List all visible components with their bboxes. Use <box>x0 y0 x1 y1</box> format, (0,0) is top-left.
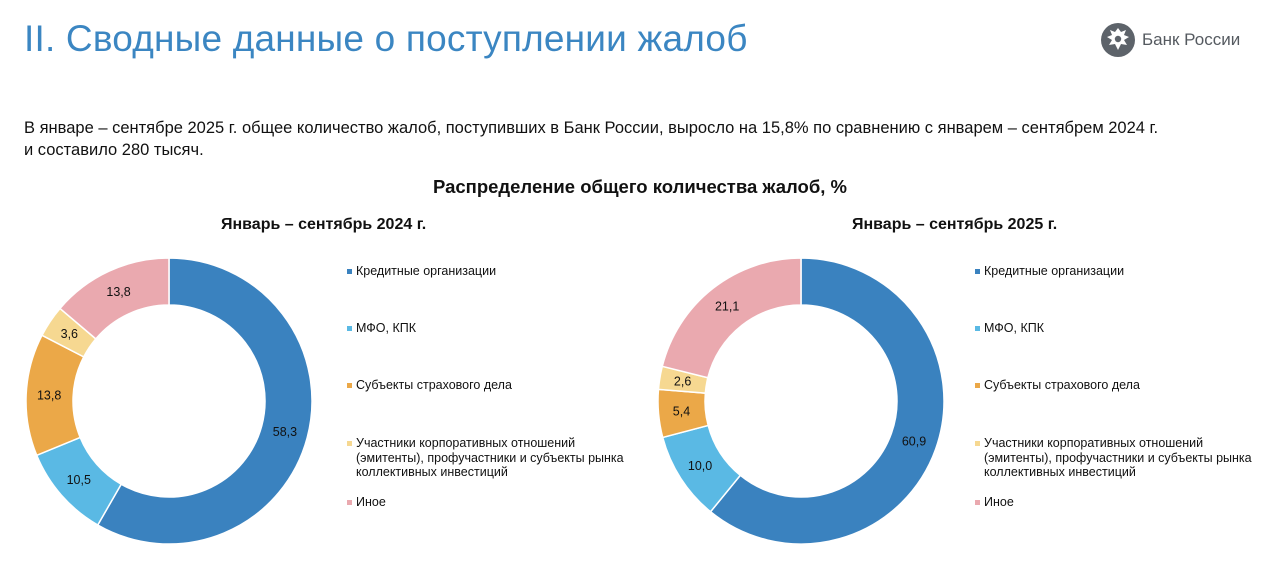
legend-label: МФО, КПК <box>356 321 416 336</box>
legend-label-line: Участники корпоративных отношений <box>984 436 1204 450</box>
legend-swatch-other <box>347 500 352 505</box>
legend-item-insurance: Субъекты страхового дела <box>975 378 1140 393</box>
legend-swatch-credit <box>975 269 980 274</box>
slice-label-credit: 58,3 <box>273 425 297 439</box>
legend-label-line: МФО, КПК <box>356 321 416 335</box>
legend-item-corporate: Участники корпоративных отношений (эмитен… <box>975 436 1252 480</box>
legend-swatch-credit <box>347 269 352 274</box>
slice-label-corporate: 3,6 <box>61 327 78 341</box>
chart-2025-subtitle: Январь – сентябрь 2025 г. <box>852 216 1058 233</box>
chart-2024-subtitle: Январь – сентябрь 2024 г. <box>221 216 427 233</box>
legend-label-line: Иное <box>356 495 386 509</box>
legend-label-line: коллективных инвестиций <box>984 465 1136 479</box>
legend-label-line: МФО, КПК <box>984 321 1044 335</box>
summary-line-2: и составило 280 тысяч. <box>24 141 204 159</box>
legend-label-line: Кредитные организации <box>356 264 497 278</box>
legend-label: Участники корпоративных отношений (эмитен… <box>356 436 624 480</box>
legend-label-line: Участники корпоративных отношений <box>356 436 576 450</box>
legend-swatch-other <box>975 500 980 505</box>
legend-label-line: Кредитные организации <box>984 264 1125 278</box>
legend-item-mfo: МФО, КПК <box>347 321 416 336</box>
legend-swatch-mfo <box>347 326 352 331</box>
legend-swatch-mfo <box>975 326 980 331</box>
legend-item-other: Иное <box>975 495 1014 510</box>
legend-item-other: Иное <box>347 495 386 510</box>
legend-label: Кредитные организации <box>984 264 1124 279</box>
logo-text: Банк России <box>1142 30 1241 49</box>
legend-label-line: (эмитенты), профучастники и субъекты рын… <box>356 450 624 465</box>
summary-text: В январе – сентябре 2025 г. общее количе… <box>24 117 1224 161</box>
summary-line-1: В январе – сентябре 2025 г. общее количе… <box>24 119 1159 137</box>
donut-chart-2025: 60,9 10,0 5,4 2,6 21,1 <box>657 257 945 545</box>
bank-emblem-icon <box>1101 23 1135 57</box>
slice-label-insurance: 5,4 <box>673 405 690 419</box>
slice-label-corporate: 2,6 <box>674 374 691 388</box>
donut-chart-2024: 58,3 10,5 13,8 3,6 13,8 <box>25 257 313 545</box>
slice-other <box>58 257 170 340</box>
legend-item-insurance: Субъекты страхового дела <box>347 378 512 393</box>
legend-label: Кредитные организации <box>356 264 496 279</box>
legend-label: Иное <box>984 495 1014 510</box>
slice-label-insurance: 13,8 <box>37 389 61 403</box>
slice-label-other: 13,8 <box>106 285 130 299</box>
legend-item-credit: Кредитные организации <box>975 264 1124 279</box>
slice-other <box>661 257 802 379</box>
legend-swatch-insurance <box>975 383 980 388</box>
legend-label-line: (эмитенты), профучастники и субъекты рын… <box>984 450 1252 465</box>
slice-label-credit: 60,9 <box>902 434 926 448</box>
legend-label: Участники корпоративных отношений (эмитен… <box>984 436 1252 480</box>
legend-label-line: коллективных инвестиций <box>356 465 508 479</box>
legend-label-line: Субъекты страхового дела <box>984 378 1140 392</box>
slice-credit <box>709 257 945 545</box>
legend-label: Иное <box>356 495 386 510</box>
legend-item-corporate: Участники корпоративных отношений (эмитен… <box>347 436 624 480</box>
legend-swatch-corporate <box>975 441 980 446</box>
legend-label-line: Иное <box>984 495 1014 509</box>
slice-label-mfo: 10,0 <box>688 459 712 473</box>
slice-label-other: 21,1 <box>715 299 739 313</box>
slice-label-mfo: 10,5 <box>67 473 91 487</box>
chart-main-title: Распределение общего количества жалоб, % <box>432 176 848 197</box>
legend-swatch-corporate <box>347 441 352 446</box>
slice-credit <box>96 257 313 545</box>
legend-label: Субъекты страхового дела <box>356 378 512 393</box>
legend-label: МФО, КПК <box>984 321 1044 336</box>
bank-logo: Банк России <box>1100 22 1240 58</box>
legend-swatch-insurance <box>347 383 352 388</box>
page-title: II. Сводные данные о поступлении жалоб <box>24 18 748 59</box>
legend-label: Субъекты страхового дела <box>984 378 1140 393</box>
legend-item-mfo: МФО, КПК <box>975 321 1044 336</box>
legend-label-line: Субъекты страхового дела <box>356 378 512 392</box>
legend-item-credit: Кредитные организации <box>347 264 496 279</box>
